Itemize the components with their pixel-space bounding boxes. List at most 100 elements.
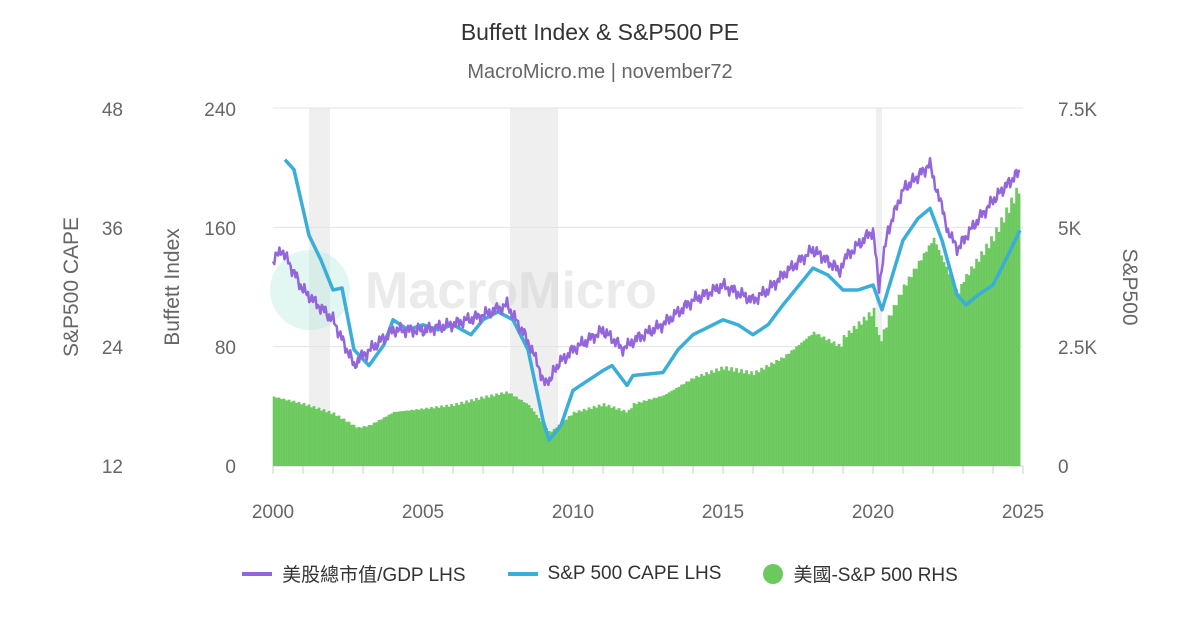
sp500-bar — [310, 407, 313, 466]
sp500-bar — [717, 371, 721, 466]
legend-item-cape[interactable]: S&P 500 CAPE LHS — [507, 560, 721, 587]
legend-swatch-dot — [763, 563, 784, 584]
legend-item-buffett[interactable]: 美股總市值/GDP LHS — [242, 560, 466, 587]
sp500-bar — [305, 405, 308, 466]
sp500-bar — [937, 249, 941, 466]
sp500-bar — [285, 400, 288, 466]
sp500-bar — [600, 406, 603, 466]
x-tick: 2010 — [552, 502, 594, 523]
sp500-bar — [430, 406, 433, 466]
sp500-bar — [502, 393, 506, 466]
sp500-bar — [415, 409, 418, 466]
sp500-bar — [702, 375, 706, 466]
sp500-bar — [342, 418, 346, 466]
y-outer-tick: 36 — [102, 219, 123, 240]
sp500-bar — [582, 408, 586, 466]
y-outer-tick: 12 — [102, 457, 123, 478]
sp500-bar — [750, 371, 753, 466]
sp500-bar — [492, 396, 496, 466]
y-inner-tick: 240 — [204, 100, 236, 121]
sp500-bar — [787, 353, 791, 466]
sp500-bar — [805, 338, 808, 466]
sp500-bar — [935, 244, 938, 466]
sp500-bar — [522, 402, 526, 466]
sp500-bar — [705, 372, 708, 466]
sp500-bar — [927, 245, 931, 466]
chart-subtitle: MacroMicro.me | november72 — [467, 61, 732, 83]
sp500-bar — [745, 370, 748, 466]
sp500-bar — [417, 409, 421, 466]
sp500-bar — [772, 363, 776, 466]
sp500-bar — [295, 403, 298, 466]
sp500-bar — [987, 248, 991, 466]
legend-label: 美國-S&P 500 RHS — [793, 565, 958, 586]
sp500-bar — [540, 421, 543, 466]
sp500-bar — [792, 349, 796, 466]
sp500-bar — [905, 285, 908, 466]
x-tick: 2005 — [402, 502, 444, 523]
sp500-bar — [355, 427, 358, 466]
sp500-bar — [952, 286, 956, 466]
sp500-bar — [497, 395, 501, 466]
sp500-bar — [640, 402, 643, 466]
sp500-bar — [765, 365, 768, 466]
sp500-bar — [682, 384, 686, 466]
sp500-bar — [847, 330, 851, 466]
sp500-bar — [895, 305, 898, 466]
sp500-bar — [312, 406, 316, 466]
sp500-bar — [350, 424, 353, 466]
sp500-bar — [385, 416, 388, 466]
sp500-bar — [382, 417, 386, 466]
sp500-bar — [777, 361, 781, 466]
sp500-bar — [595, 407, 598, 466]
sp500-bar — [697, 377, 701, 466]
sp500-bar — [700, 373, 703, 466]
sp500-bar — [562, 420, 566, 466]
sp500-bar — [442, 407, 446, 466]
sp500-bar — [447, 406, 451, 466]
sp500-bar — [720, 366, 723, 466]
sp500-bar — [685, 381, 688, 466]
legend-item-sp500[interactable]: 美國-S&P 500 RHS — [763, 560, 958, 587]
sp500-bar — [800, 342, 803, 466]
sp500-bar — [817, 334, 821, 466]
sp500-bar — [397, 411, 401, 466]
sp500-bar — [565, 419, 568, 466]
sp500-bar — [1015, 187, 1018, 467]
sp500-bar — [435, 406, 438, 466]
sp500-bar — [390, 413, 393, 466]
sp500-bar — [410, 409, 413, 466]
sp500-bar — [770, 362, 773, 466]
sp500-bar — [900, 294, 903, 466]
sp500-bar — [790, 350, 793, 466]
sp500-bar — [282, 398, 286, 466]
sp500-bar — [335, 416, 338, 466]
sp500-bar — [885, 327, 888, 466]
sp500-bar — [322, 409, 326, 466]
sp500-bar — [647, 399, 651, 466]
sp500-bar — [527, 405, 531, 466]
y-right-tick: 7.5K — [1058, 100, 1097, 121]
sp500-bar — [672, 389, 676, 466]
x-tick: 2015 — [702, 502, 744, 523]
sp500-bar — [945, 266, 948, 466]
sp500-bar — [920, 260, 923, 466]
sp500-bar — [915, 268, 918, 466]
sp500-bar — [445, 404, 448, 466]
y-inner-tick: 0 — [225, 457, 236, 478]
sp500-bar — [887, 315, 891, 466]
sp500-bar — [537, 417, 541, 466]
sp500-bar — [587, 407, 591, 466]
y-outer-tick: 48 — [102, 100, 123, 121]
sp500-bar — [302, 402, 306, 466]
legend-swatch-line — [242, 571, 273, 576]
sp500-bar — [762, 369, 766, 466]
sp500-bar — [630, 408, 633, 466]
sp500-bar — [950, 277, 953, 466]
sp500-bar — [555, 427, 558, 466]
legend: 美股總市值/GDP LHS S&P 500 CAPE LHS 美國-S&P 50… — [0, 560, 1200, 587]
sp500-bar — [577, 410, 581, 466]
sp500-bar — [710, 370, 713, 466]
sp500-bar — [780, 357, 783, 466]
